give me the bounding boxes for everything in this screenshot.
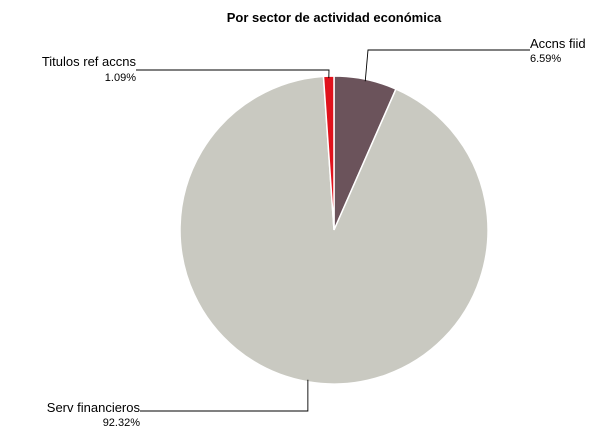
slice-value-serv-financieros: 92.32% (103, 417, 141, 429)
leader-line-titulos-ref-accns (136, 69, 330, 79)
leader-line-serv-financieros (140, 379, 309, 412)
slice-value-accns-fiid: 6.59% (530, 53, 561, 65)
leader-line-accns-fiid (364, 49, 530, 82)
slice-label-accns-fiid: Accns fiid (530, 36, 586, 51)
slice-value-titulos-ref-accns: 1.09% (105, 72, 136, 84)
chart-title: Por sector de actividad económica (227, 10, 442, 25)
pie-slices (179, 75, 489, 385)
slice-label-serv-financieros: Serv financieros (47, 400, 141, 415)
slice-labels: Accns fiid 6.59% Serv financieros 92.32% Tit… (42, 36, 586, 429)
slice-label-titulos-ref-accns: Titulos ref accns (42, 54, 137, 69)
leader-lines (136, 49, 530, 412)
